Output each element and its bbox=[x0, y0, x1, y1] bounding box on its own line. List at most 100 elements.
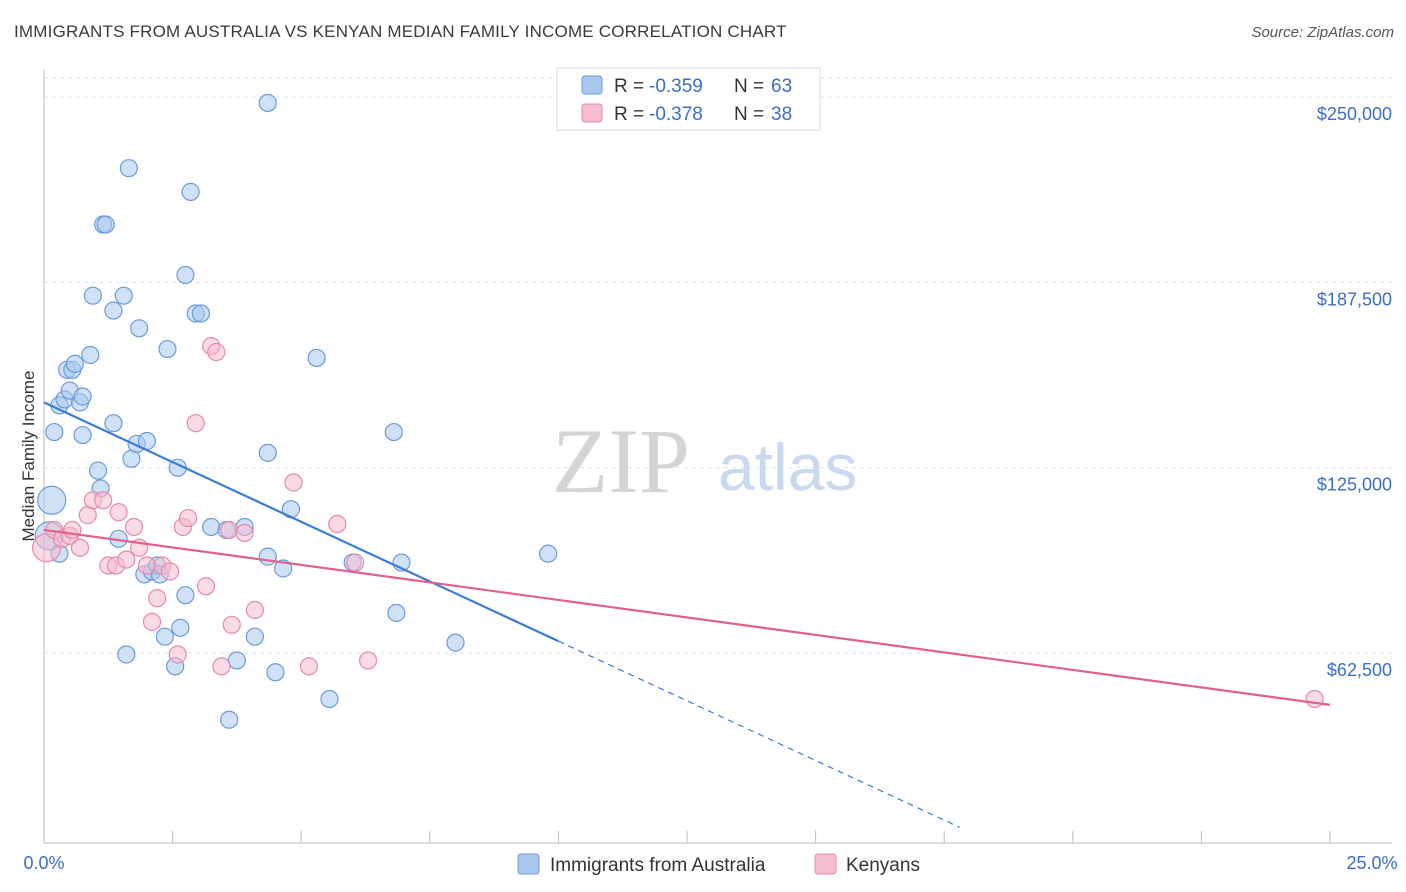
y-axis-label: Median Family Income bbox=[19, 370, 38, 541]
australia-point-48 bbox=[258, 443, 277, 462]
kenyans-point-12 bbox=[117, 550, 136, 569]
legend-label-australia: Immigrants from Australia bbox=[550, 855, 766, 876]
kenyans-point-30 bbox=[235, 523, 254, 543]
kenyans-point-19 bbox=[160, 562, 180, 581]
trend-lines bbox=[43, 401, 1331, 828]
australia-point-26 bbox=[130, 319, 149, 338]
kenyans-point-20 bbox=[168, 645, 187, 664]
australia-point-47 bbox=[245, 627, 265, 646]
y-axis-tick-labels: $62,500 $125,000 $187,500 $250,000 bbox=[1317, 104, 1392, 680]
australia-point-21 bbox=[114, 286, 133, 305]
australia-point-49 bbox=[258, 547, 277, 566]
kenyans-point-17 bbox=[148, 589, 167, 608]
stats-r-value-1: -0.359 bbox=[649, 76, 703, 97]
australia-point-45 bbox=[227, 651, 246, 670]
legend-swatch-australia bbox=[517, 853, 540, 875]
australia-point-14 bbox=[88, 461, 108, 480]
australia-point-2 bbox=[45, 422, 64, 442]
kenyans-point-28 bbox=[220, 520, 239, 540]
legend-label-kenyans: Kenyans bbox=[846, 855, 920, 876]
x-axis-ticks bbox=[172, 831, 1331, 843]
y-tick-label-187500: $187,500 bbox=[1317, 289, 1392, 309]
stats-legend: R = -0.359 N = 63 R = -0.378 N = 38 bbox=[556, 67, 821, 131]
australia-point-18 bbox=[104, 301, 123, 320]
stats-r-value-2: -0.378 bbox=[649, 104, 703, 125]
source-credit: Source: ZipAtlas.com bbox=[1251, 24, 1394, 41]
kenyans-point-31 bbox=[245, 600, 265, 620]
australia-point-22 bbox=[117, 645, 136, 664]
kenyans-point-34 bbox=[328, 514, 347, 534]
australia-point-51 bbox=[274, 559, 293, 578]
australia-point-53 bbox=[307, 348, 326, 368]
kenyans-point-37 bbox=[1305, 689, 1324, 709]
stats-n-label-2: N = bbox=[734, 104, 764, 125]
australia-point-12 bbox=[81, 345, 100, 365]
x-tick-label-min: 0.0% bbox=[23, 853, 64, 873]
stats-r-label-1: R = bbox=[614, 76, 644, 97]
kenyans-point-36 bbox=[358, 651, 378, 670]
kenyans-point-8 bbox=[94, 491, 113, 510]
australia-point-50 bbox=[266, 663, 285, 682]
australia-point-10 bbox=[73, 387, 92, 406]
australia-point-36 bbox=[171, 618, 190, 637]
stats-n-value-2: 38 bbox=[771, 104, 792, 125]
stats-legend-swatch-pink bbox=[581, 103, 603, 123]
kenyans-point-13 bbox=[124, 517, 144, 537]
australia-point-54 bbox=[320, 689, 339, 709]
watermark-zip: ZIP bbox=[552, 410, 690, 512]
series-legend: Immigrants from Australia Kenyans bbox=[517, 853, 920, 876]
y-tick-label-125000: $125,000 bbox=[1317, 475, 1392, 495]
australia-point-37 bbox=[176, 265, 195, 285]
australia-point-17 bbox=[96, 215, 115, 234]
kenyans-point-11 bbox=[109, 503, 128, 522]
australia-point-56 bbox=[387, 603, 406, 623]
australia-point-11 bbox=[73, 425, 92, 445]
series-kenyans-points bbox=[31, 336, 1324, 709]
y-tick-label-62500: $62,500 bbox=[1327, 660, 1392, 680]
watermark-atlas: atlas bbox=[718, 430, 857, 504]
kenyans-point-22 bbox=[178, 508, 198, 528]
kenyans-point-29 bbox=[222, 615, 241, 634]
australia-point-57 bbox=[384, 422, 403, 442]
kenyans-point-27 bbox=[212, 657, 231, 676]
australia-point-13 bbox=[83, 286, 102, 305]
australia-point-61 bbox=[258, 93, 277, 113]
y-tick-label-250000: $250,000 bbox=[1317, 104, 1392, 124]
chart-title: IMMIGRANTS FROM AUSTRALIA VS KENYAN MEDI… bbox=[14, 22, 787, 41]
legend-swatch-kenyans bbox=[814, 853, 837, 875]
x-axis-tick-labels: 0.0% 25.0% bbox=[23, 853, 1397, 873]
australia-point-33 bbox=[158, 339, 177, 359]
x-tick-label-max: 25.0% bbox=[1346, 853, 1397, 873]
australia-point-39 bbox=[181, 182, 200, 201]
stats-legend-swatch-blue bbox=[581, 75, 603, 95]
kenyans-point-5 bbox=[70, 538, 90, 557]
stats-r-label-2: R = bbox=[614, 104, 644, 125]
kenyans-point-24 bbox=[196, 577, 216, 596]
kenyans-point-32 bbox=[284, 473, 303, 492]
kenyans-point-33 bbox=[299, 657, 319, 676]
australia-trend-line bbox=[43, 401, 559, 643]
australia-point-60 bbox=[539, 544, 558, 563]
australia-point-59 bbox=[446, 633, 465, 652]
kenyans-point-26 bbox=[207, 342, 226, 362]
australia-point-41 bbox=[191, 304, 210, 323]
series-australia-points bbox=[34, 93, 558, 729]
australia-point-0 bbox=[37, 485, 67, 515]
australia-point-38 bbox=[176, 586, 195, 605]
australia-trend-extension bbox=[558, 640, 960, 828]
australia-point-8 bbox=[65, 354, 84, 373]
kenyans-point-16 bbox=[142, 612, 162, 631]
grid-lines bbox=[44, 77, 1392, 654]
australia-point-44 bbox=[220, 710, 239, 729]
australia-point-42 bbox=[202, 517, 221, 537]
australia-point-23 bbox=[119, 159, 138, 178]
australia-point-32 bbox=[155, 627, 174, 646]
kenyans-point-35 bbox=[346, 553, 365, 572]
kenyans-point-15 bbox=[137, 556, 156, 575]
kenyans-point-4 bbox=[63, 520, 82, 540]
kenyans-point-23 bbox=[186, 414, 205, 433]
kenyans-trend-line bbox=[43, 528, 1331, 706]
stats-n-value-1: 63 bbox=[771, 76, 792, 97]
stats-n-label-1: N = bbox=[734, 76, 764, 97]
